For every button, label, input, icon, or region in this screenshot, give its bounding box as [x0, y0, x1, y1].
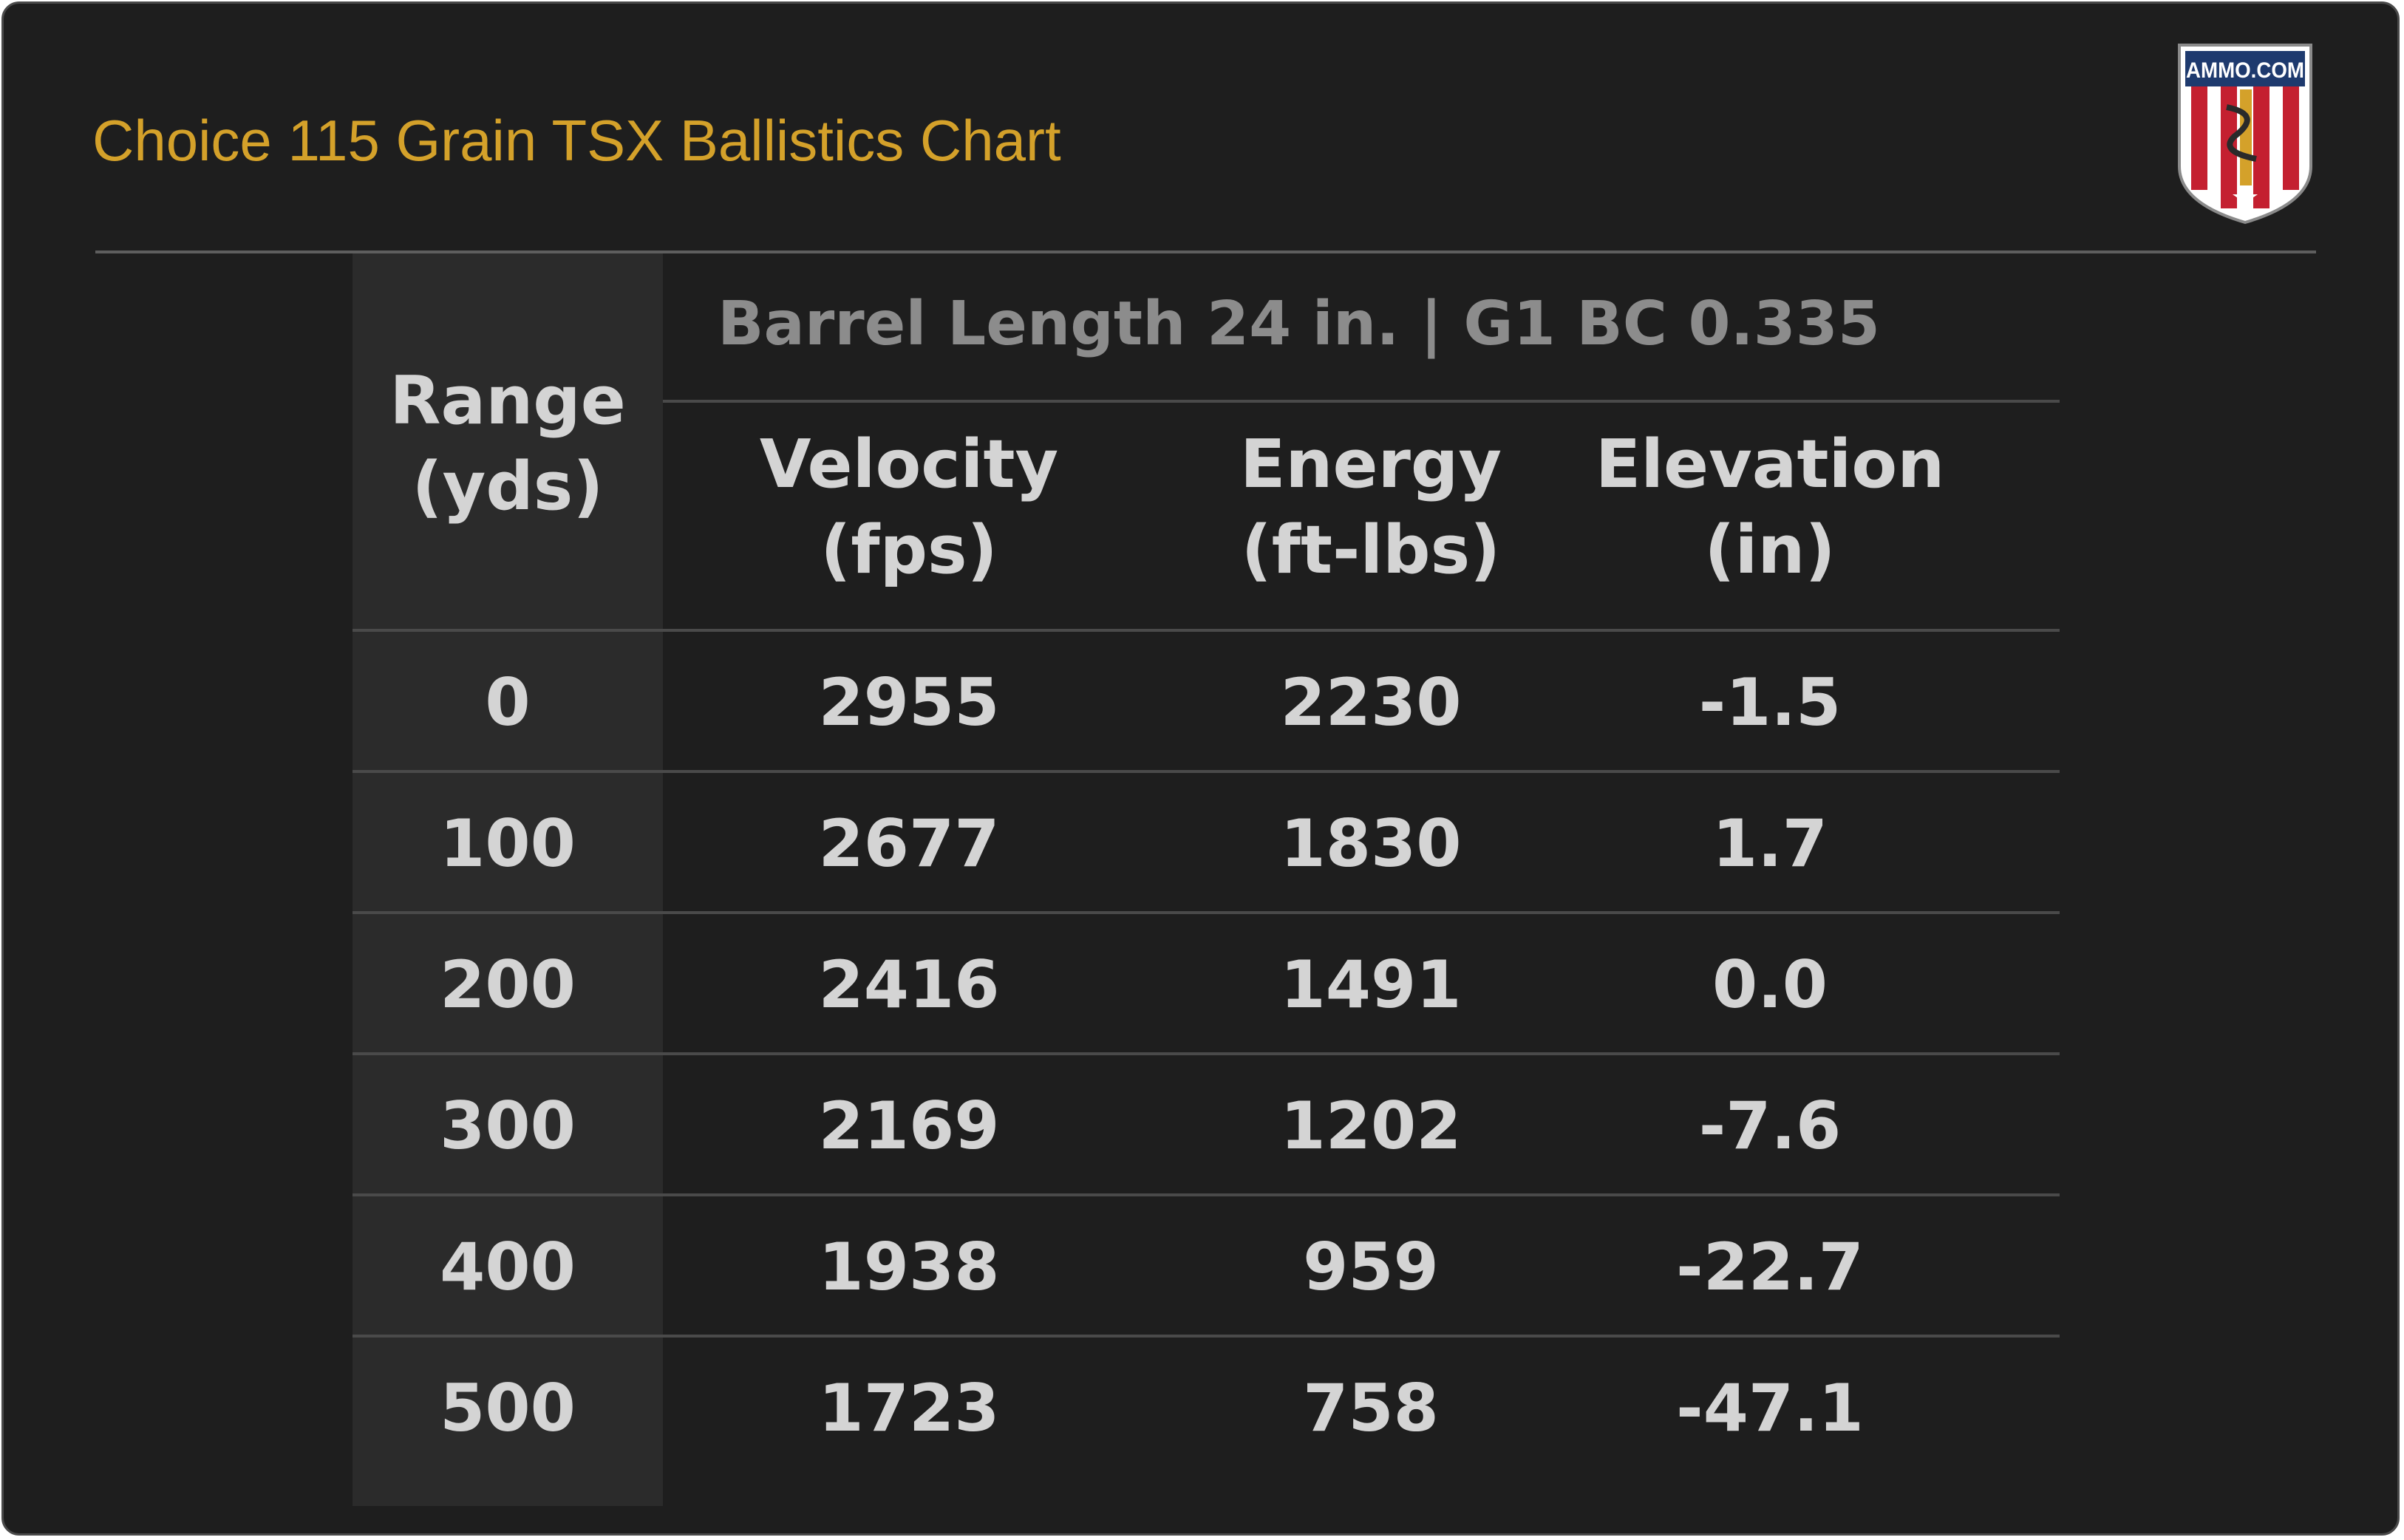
chart-title: Choice 115 Grain TSX Ballistics Chart: [92, 108, 1061, 173]
table-cell-elevation: -1.5: [1698, 664, 1842, 740]
table-cell-velocity: 2677: [818, 805, 1000, 882]
table-cell-velocity: 1723: [818, 1369, 1000, 1446]
row-divider: [353, 1052, 2060, 1055]
table-cell-energy: 2230: [1280, 664, 1462, 740]
table-cell-range: 400: [440, 1228, 576, 1305]
table-cell-elevation: 0.0: [1712, 946, 1828, 1023]
ammo-com-logo: AMMO.COM: [2178, 44, 2312, 225]
table-cell-velocity: 2416: [818, 946, 1000, 1023]
table-cell-velocity: 1938: [818, 1228, 1000, 1305]
logo-text: AMMO.COM: [2186, 58, 2304, 83]
table-cell-range: 300: [440, 1087, 576, 1164]
table-cell-range: 200: [440, 946, 576, 1023]
table-cell-energy: 1202: [1280, 1087, 1462, 1164]
table-cell-elevation: -47.1: [1676, 1369, 1864, 1446]
table-cell-energy: 1491: [1280, 946, 1462, 1023]
header-velocity: Velocity (fps): [759, 426, 1059, 589]
table-cell-elevation: -7.6: [1698, 1087, 1842, 1164]
range-column-background: [353, 253, 663, 1506]
subheader-divider: [663, 400, 2060, 403]
row-divider: [353, 1193, 2060, 1196]
title-divider: [95, 251, 2316, 253]
table-cell-energy: 959: [1303, 1228, 1439, 1305]
barrel-length-and-bc: Barrel Length 24 in. | G1 BC 0.335: [718, 289, 1880, 359]
table-cell-range: 0: [485, 664, 531, 740]
table-cell-velocity: 2169: [818, 1087, 1000, 1164]
table-cell-range: 100: [440, 805, 576, 882]
header-elevation: Elevation (in): [1595, 426, 1945, 589]
table-cell-energy: 1830: [1280, 805, 1462, 882]
table-cell-velocity: 2955: [818, 664, 1000, 740]
table-cell-elevation: 1.7: [1712, 805, 1828, 882]
row-divider: [353, 1335, 2060, 1338]
row-divider: [353, 629, 2060, 632]
header-range: Range (yds): [389, 362, 626, 525]
row-divider: [353, 911, 2060, 914]
table-cell-range: 500: [440, 1369, 576, 1446]
table-cell-elevation: -22.7: [1676, 1228, 1864, 1305]
row-divider: [353, 770, 2060, 773]
header-energy: Energy (ft-lbs): [1239, 426, 1502, 589]
table-cell-energy: 758: [1303, 1369, 1439, 1446]
